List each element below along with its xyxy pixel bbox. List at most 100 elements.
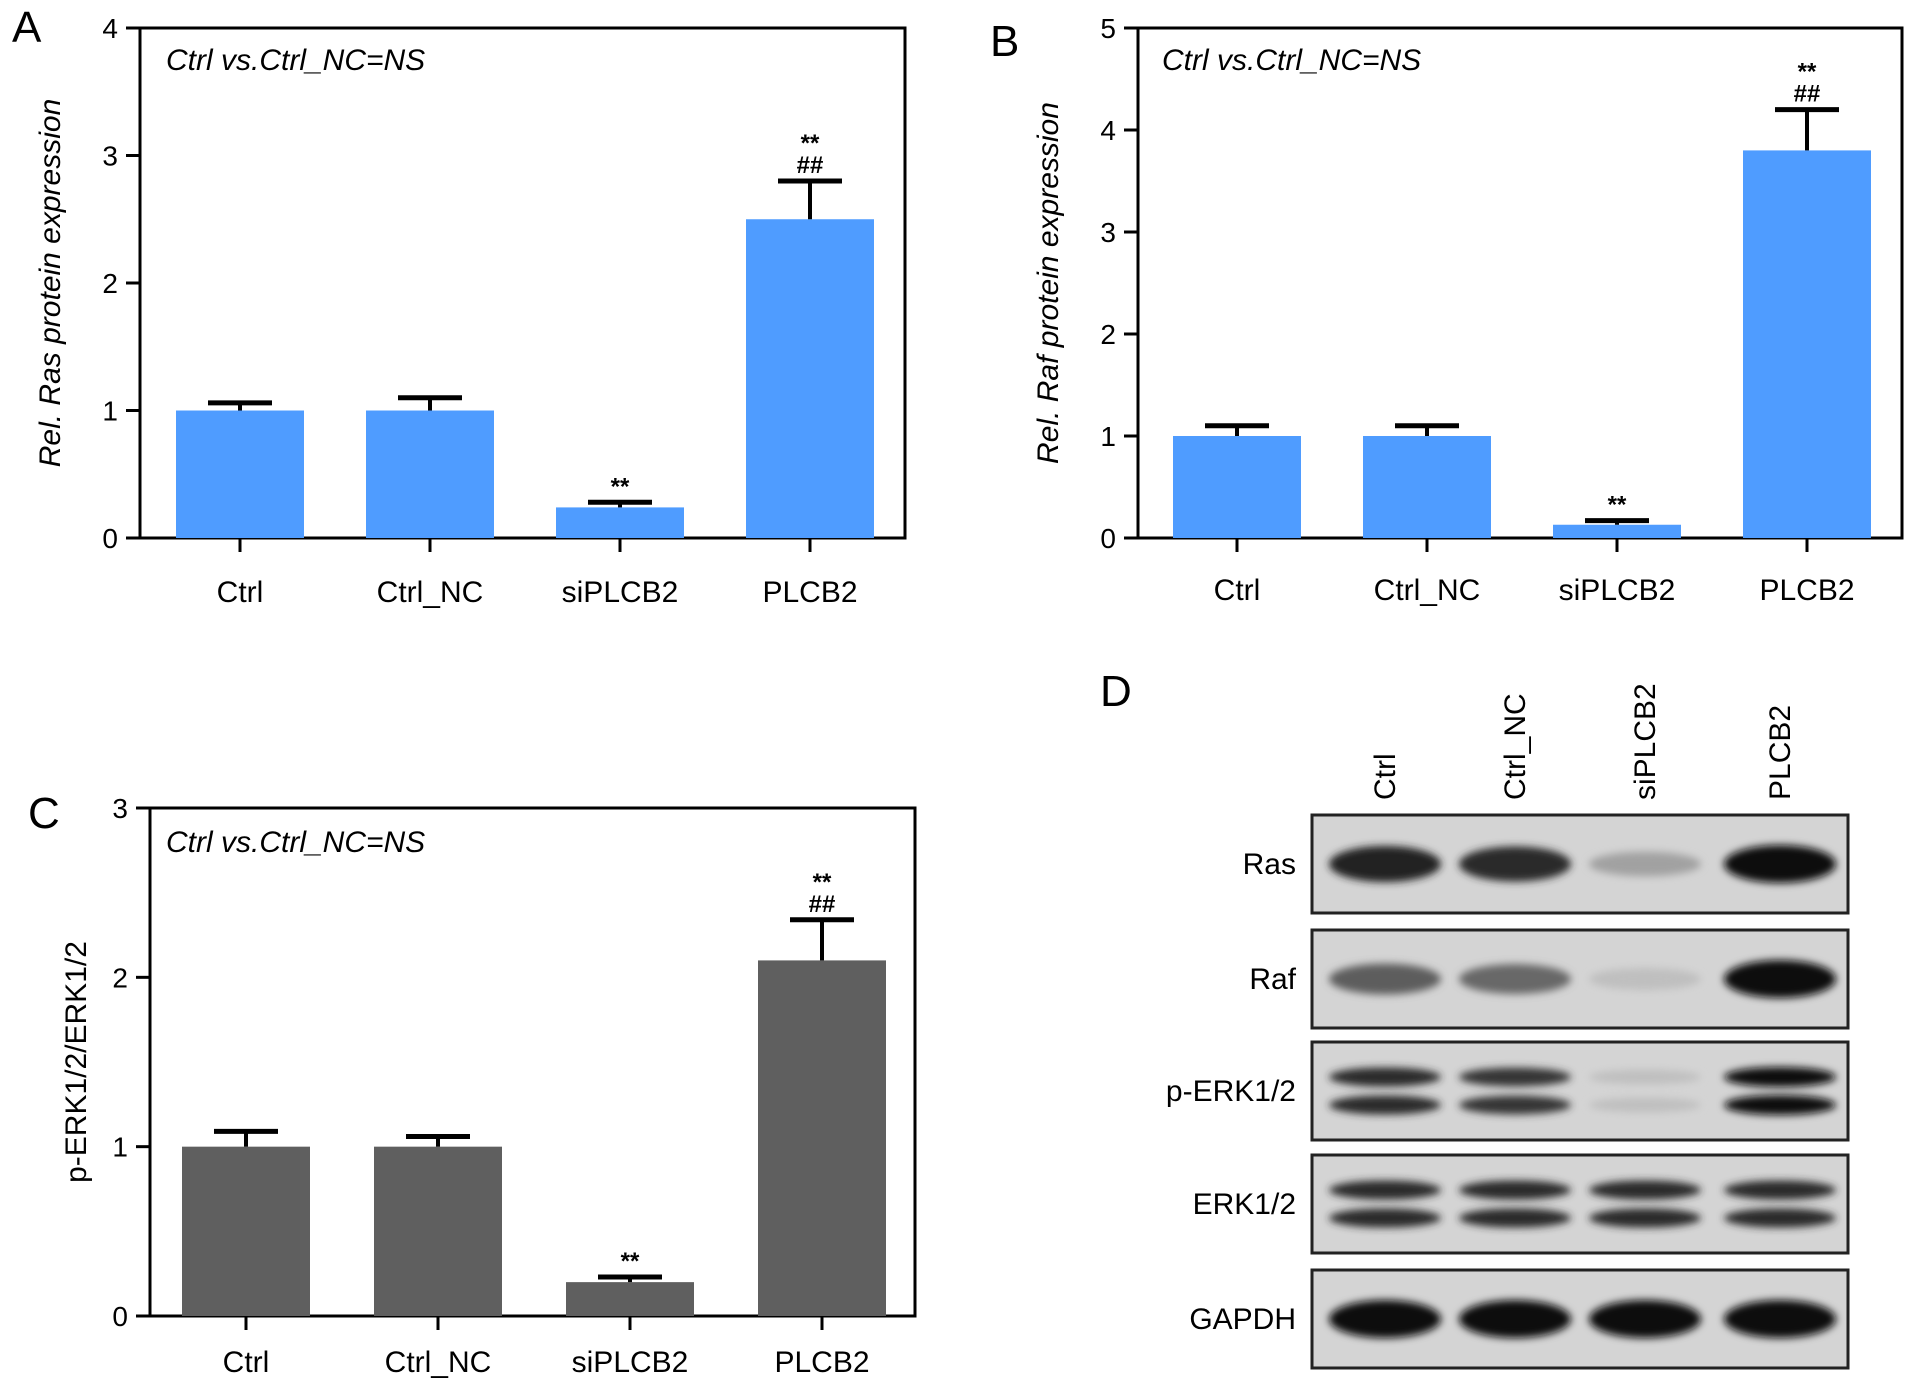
- blot-row: Ras: [1243, 813, 1850, 915]
- blot-row-label: ERK1/2: [1193, 1188, 1296, 1221]
- blot-band: [1724, 1067, 1836, 1087]
- significance-mark: **: [611, 473, 630, 500]
- y-axis-label: p-ERK1/2/ERK1/2: [60, 941, 93, 1183]
- panel-a-chart: A Ctrl vs.Ctrl_NC=NS Rel. Ras protein exp…: [12, 3, 907, 609]
- x-category-label: siPLCB2: [562, 576, 679, 609]
- bar: [176, 410, 304, 538]
- y-tick-label: 1: [102, 396, 118, 427]
- panel-d-western-blot: D Ctrl Ctrl_NC siPLCB2 PLCB2 Ras Raf p-ERK1/2 E…: [1100, 667, 1850, 1370]
- x-category-label: Ctrl: [217, 576, 264, 609]
- y-tick-label: 0: [112, 1301, 128, 1332]
- significance-mark: ##: [1794, 81, 1821, 108]
- bar: [758, 960, 886, 1316]
- bar: [374, 1146, 502, 1316]
- blot-band: [1459, 1300, 1571, 1338]
- bar: [1743, 150, 1871, 538]
- significance-mark: **: [1608, 492, 1627, 519]
- comparison-note: Ctrl vs.Ctrl_NC=NS: [1162, 44, 1421, 77]
- x-category-label: PLCB2: [762, 576, 857, 609]
- bar: [566, 1282, 694, 1316]
- significance-mark: **: [621, 1248, 640, 1275]
- significance-mark: **: [813, 869, 832, 896]
- y-tick-label: 0: [1100, 523, 1116, 554]
- x-category-label: siPLCB2: [1559, 574, 1676, 607]
- bar: [556, 507, 684, 538]
- y-tick-label: 2: [112, 962, 128, 993]
- blot-row-label: p-ERK1/2: [1166, 1075, 1296, 1108]
- blot-row-label: Ras: [1243, 848, 1296, 881]
- y-axis-label: Rel. Raf protein expression: [1032, 102, 1065, 464]
- panel-c-letter: C: [28, 789, 60, 838]
- blot-membrane: [1310, 1153, 1850, 1255]
- y-tick-label: 5: [1100, 13, 1116, 44]
- panel-b-letter: B: [990, 17, 1019, 66]
- panel-c-chart: C Ctrl vs.Ctrl_NC=NS p-ERK1/2/ERK1/2 0 1 2 3 C…: [28, 789, 917, 1379]
- y-tick-label: 1: [112, 1132, 128, 1163]
- blot-band: [1724, 1208, 1836, 1228]
- blot-band: [1459, 1067, 1571, 1087]
- y-axis-label: Rel. Ras protein expression: [34, 99, 67, 468]
- comparison-note: Ctrl vs.Ctrl_NC=NS: [166, 826, 425, 859]
- blot-band: [1459, 964, 1571, 994]
- y-tick-label: 0: [102, 523, 118, 554]
- significance-mark: ##: [809, 891, 836, 918]
- x-category-label: Ctrl: [1214, 574, 1261, 607]
- blot-band: [1329, 963, 1441, 995]
- bar: [1553, 524, 1681, 538]
- blot-membrane: [1310, 1040, 1850, 1142]
- blot-row: p-ERK1/2: [1166, 1040, 1850, 1142]
- x-category-label: Ctrl_NC: [377, 576, 484, 609]
- blot-row: Raf: [1249, 928, 1850, 1030]
- blot-band: [1329, 1208, 1441, 1228]
- blot-band: [1459, 1208, 1571, 1228]
- blot-row: GAPDH: [1189, 1268, 1850, 1370]
- y-tick-label: 1: [1100, 421, 1116, 452]
- bar: [746, 219, 874, 538]
- x-category-label: Ctrl_NC: [385, 1346, 492, 1379]
- bar: [182, 1146, 310, 1316]
- blot-band: [1724, 1300, 1836, 1338]
- blot-band: [1459, 1095, 1571, 1115]
- blot-row-label: GAPDH: [1189, 1303, 1296, 1336]
- x-category-label: Ctrl_NC: [1374, 574, 1481, 607]
- panel-b-chart: B Ctrl vs.Ctrl_NC=NS Rel. Raf protein exp…: [990, 13, 1904, 607]
- comparison-note: Ctrl vs.Ctrl_NC=NS: [166, 44, 425, 77]
- significance-mark: **: [1798, 59, 1817, 86]
- bar: [1173, 436, 1301, 538]
- y-tick-label: 4: [1100, 115, 1116, 146]
- blot-band: [1329, 1067, 1441, 1087]
- blot-band: [1589, 1300, 1701, 1338]
- plot-frame: [148, 806, 917, 1318]
- blot-band: [1724, 1180, 1836, 1200]
- bar: [366, 410, 494, 538]
- blot-row: ERK1/2: [1193, 1153, 1850, 1255]
- panel-d-letter: D: [1100, 667, 1132, 716]
- blot-band: [1724, 845, 1836, 883]
- blot-band: [1589, 1180, 1701, 1200]
- x-category-label: Ctrl: [223, 1346, 270, 1379]
- y-tick-label: 2: [102, 268, 118, 299]
- bar: [1363, 436, 1491, 538]
- x-category-label: PLCB2: [774, 1346, 869, 1379]
- y-tick-label: 4: [102, 13, 118, 44]
- plot-frame: [1136, 26, 1904, 540]
- significance-mark: **: [801, 130, 820, 157]
- x-category-label: siPLCB2: [572, 1346, 689, 1379]
- blot-band: [1329, 845, 1441, 883]
- panel-a-letter: A: [12, 3, 42, 52]
- blot-lane-label: PLCB2: [1764, 705, 1797, 800]
- x-category-label: PLCB2: [1759, 574, 1854, 607]
- blot-band: [1459, 1180, 1571, 1200]
- blot-band: [1724, 960, 1836, 998]
- blot-band: [1459, 846, 1571, 882]
- blot-lane-label: Ctrl: [1369, 753, 1402, 800]
- blot-band: [1329, 1180, 1441, 1200]
- blot-band: [1329, 1300, 1441, 1338]
- blot-band: [1329, 1095, 1441, 1115]
- y-tick-label: 3: [112, 793, 128, 824]
- blot-band: [1589, 1069, 1701, 1085]
- y-tick-label: 3: [102, 141, 118, 172]
- y-tick-label: 2: [1100, 319, 1116, 350]
- y-tick-label: 3: [1100, 217, 1116, 248]
